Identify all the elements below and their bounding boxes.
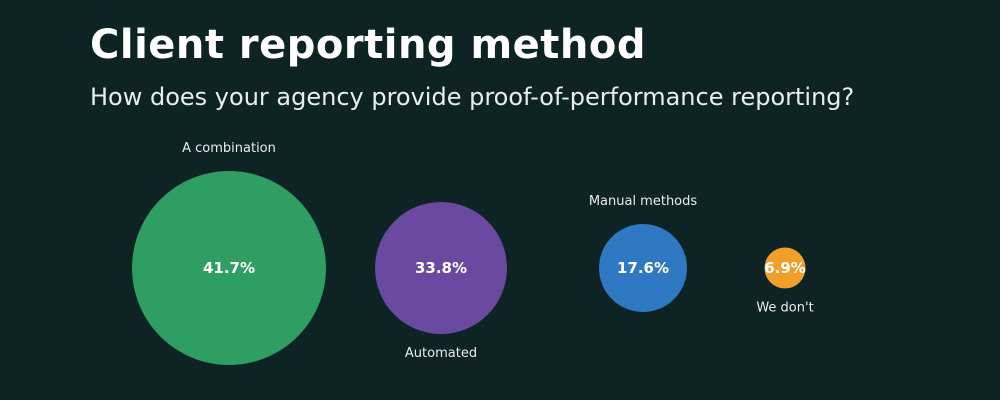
- chart-subtitle: How does your agency provide proof-of-pe…: [90, 83, 855, 111]
- category-label: Manual methods: [589, 194, 698, 209]
- chart-title: Client reporting method: [90, 22, 647, 68]
- value-label: 33.8%: [415, 259, 467, 277]
- category-label: We don't: [756, 301, 813, 316]
- category-label: Automated: [405, 346, 477, 361]
- bubble-2: [599, 224, 687, 312]
- category-label: A combination: [182, 141, 276, 156]
- value-label: 6.9%: [764, 259, 806, 277]
- value-label: 17.6%: [617, 259, 669, 277]
- bubble-3: [764, 247, 806, 289]
- bubble-0: [132, 171, 326, 365]
- value-label: 41.7%: [203, 259, 255, 277]
- bubble-1: [375, 202, 507, 334]
